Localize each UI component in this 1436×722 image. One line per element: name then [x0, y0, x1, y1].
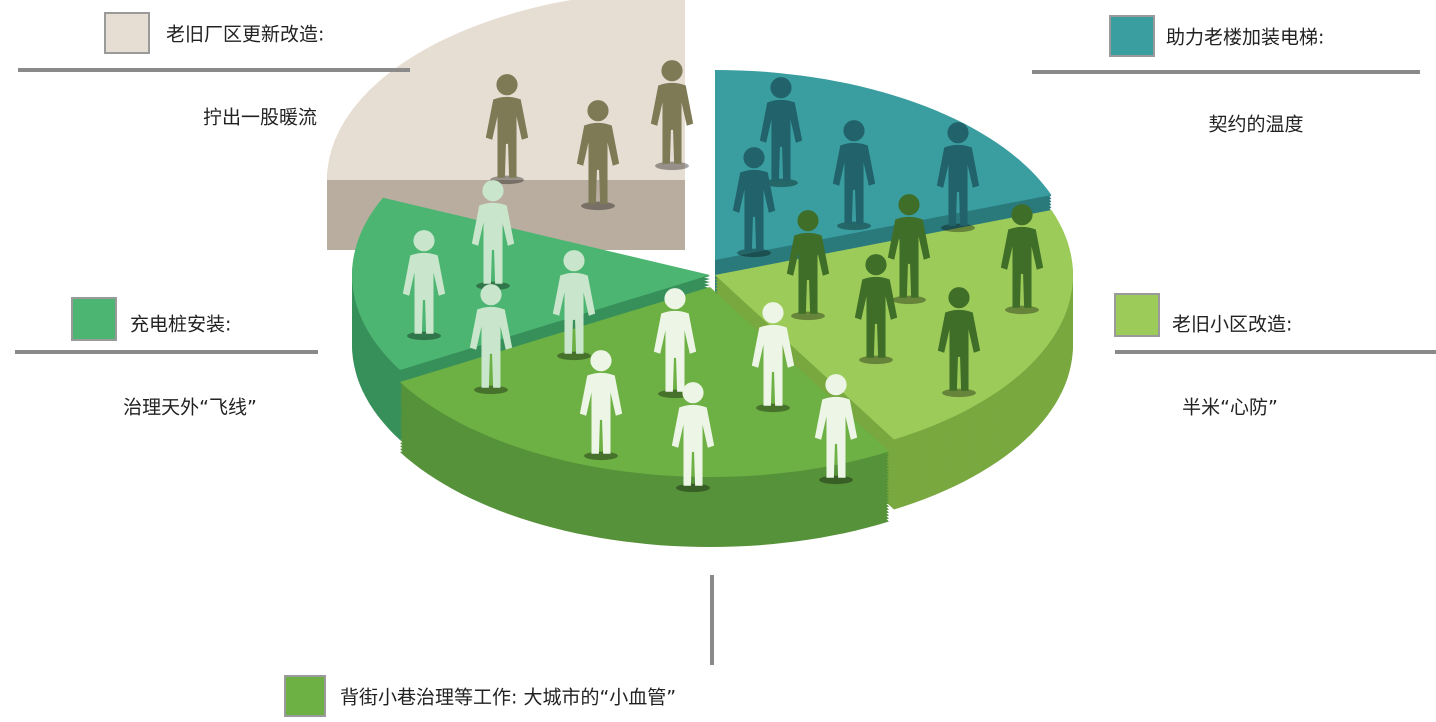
- item-title: 老旧厂区更新改造:: [166, 24, 324, 46]
- legend-swatch: [72, 298, 116, 340]
- item-title: 助力老楼加装电梯:: [1166, 27, 1324, 49]
- item-subtitle: 半米“心防”: [1182, 397, 1278, 419]
- item-title: 背街小巷治理等工作: 大城市的“小血管”: [340, 687, 676, 709]
- item-subtitle: 治理天外“飞线”: [123, 397, 257, 419]
- legend-swatch: [1110, 16, 1154, 56]
- item-subtitle: 拧出一股暖流: [203, 107, 317, 129]
- legend-swatch: [285, 676, 325, 716]
- item-title: 老旧小区改造:: [1172, 314, 1292, 336]
- item-title: 充电桩安装:: [130, 314, 231, 336]
- legend-swatch: [1115, 294, 1159, 336]
- item-subtitle: 契约的温度: [1208, 114, 1303, 136]
- infographic: 老旧厂区更新改造: 拧出一股暖流 助力老楼加装电梯: 契约的温度 充电桩安装: …: [0, 0, 1436, 722]
- legend-swatch: [105, 13, 149, 53]
